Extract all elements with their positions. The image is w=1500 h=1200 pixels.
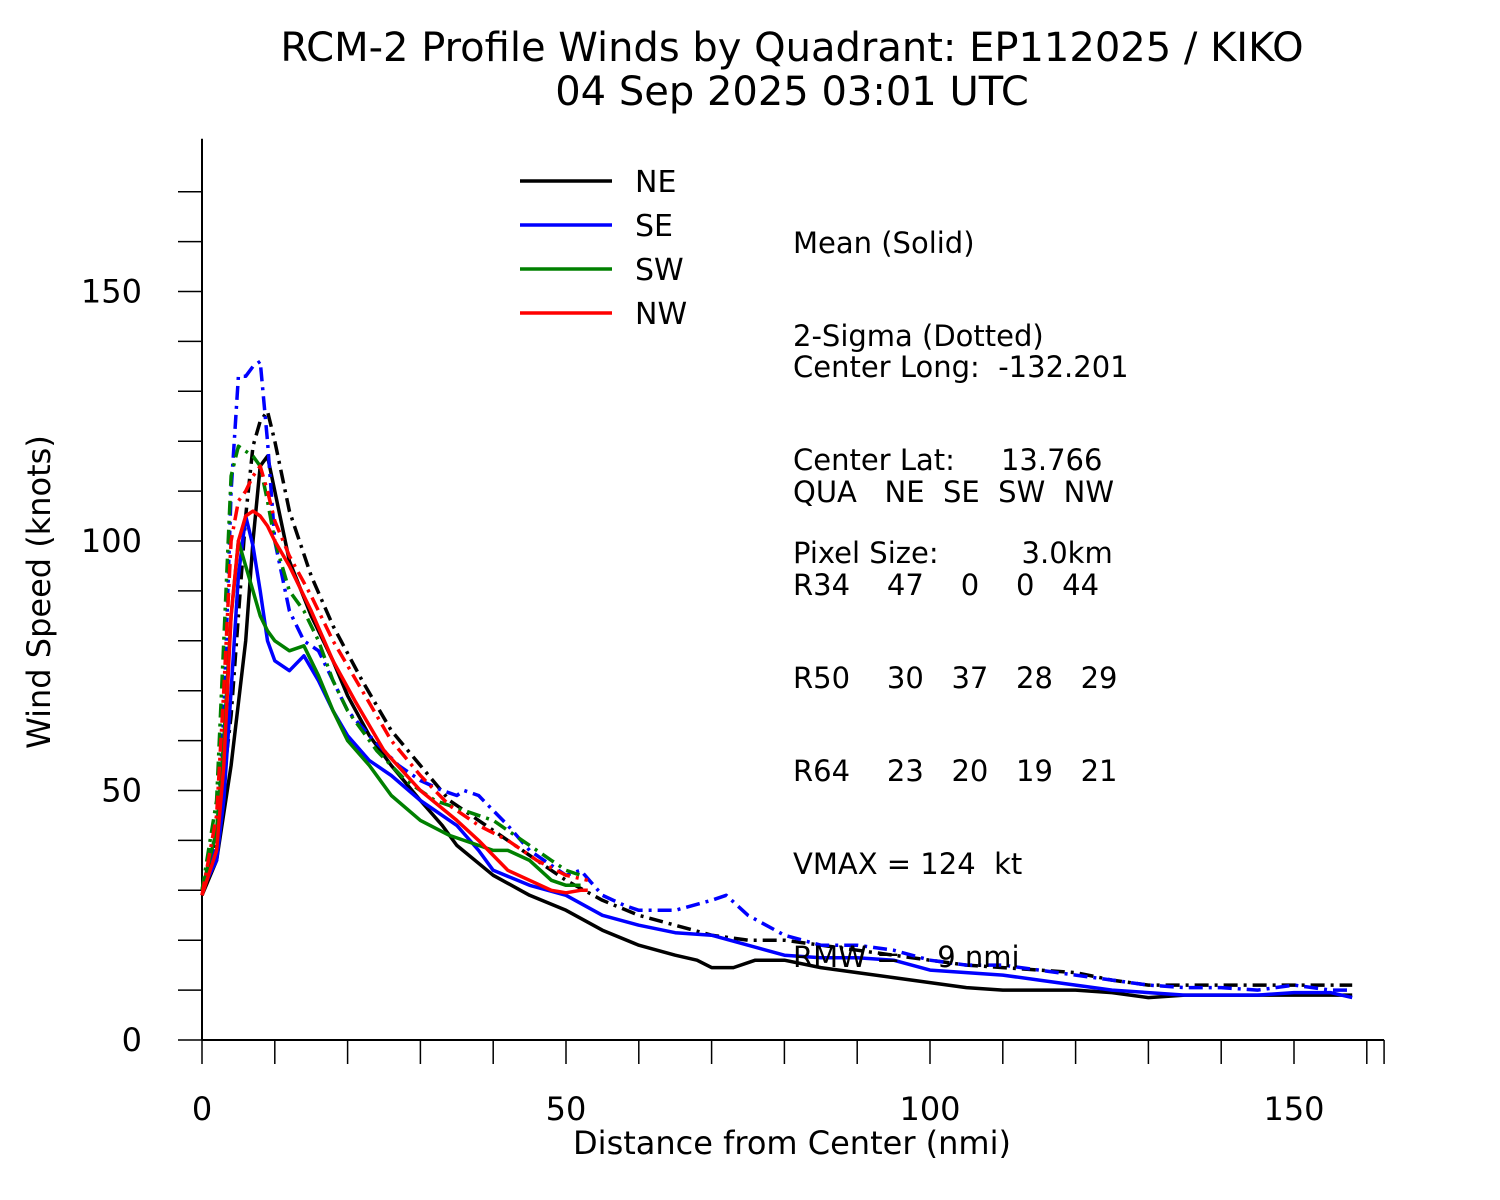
x-tick-label: 150	[1263, 1090, 1324, 1128]
x-axis-label: Distance from Center (nmi)	[573, 1124, 1011, 1162]
legend-label-ne: NE	[635, 165, 676, 200]
center-lat: Center Lat: 13.766	[793, 443, 1103, 477]
radii-r50: R50 30 37 28 29	[793, 661, 1118, 695]
center-long: Center Long: -132.201	[793, 350, 1129, 384]
legend-label-se: SE	[635, 209, 673, 244]
series-se-sigma-line	[200, 359, 1353, 992]
rmw: RMW = 9 nmi	[793, 940, 1020, 974]
radii-r34: R34 47 0 0 44	[793, 568, 1100, 602]
axes: 0 50 100 150 0 50 100 150	[81, 138, 1385, 1128]
chart-subtitle: 04 Sep 2025 03:01 UTC	[555, 69, 1029, 115]
sigma-note: 2-Sigma (Dotted)	[793, 319, 1044, 353]
mean-note: Mean (Solid)	[793, 226, 975, 260]
legend-label-sw: SW	[635, 253, 684, 288]
y-tick-label: 0	[122, 1021, 142, 1059]
series-nw-sigma-line	[200, 464, 589, 896]
series-ne-sigma-line	[200, 409, 1353, 987]
x-tick-label: 50	[546, 1090, 587, 1128]
y-tick-label: 50	[101, 772, 142, 810]
legend: NE SE SW NW	[520, 165, 687, 332]
series-sw-mean-line	[200, 539, 581, 891]
x-tick-label: 0	[192, 1090, 212, 1128]
series-nw-mean-line	[200, 509, 588, 896]
y-tick-label: 150	[81, 273, 142, 311]
radii-header: QUA NE SE SW NW	[793, 475, 1115, 509]
vmax: VMAX = 124 kt	[793, 847, 1023, 881]
center-info: Center Long: -132.201 Center Lat: 13.766…	[793, 290, 1129, 600]
radii-r64: R64 23 20 19 21	[793, 754, 1118, 788]
info-panel: Mean (Solid) 2-Sigma (Dotted)	[793, 166, 1044, 383]
series-sw-sigma-line	[200, 444, 582, 891]
series-lines	[200, 359, 1353, 1000]
y-axis-label: Wind Speed (knots)	[20, 435, 58, 749]
series-ne-mean-line	[200, 454, 1353, 1000]
chart-title: RCM-2 Profile Winds by Quadrant: EP11202…	[280, 25, 1304, 71]
pixel-size: Pixel Size: 3.0km	[793, 536, 1113, 570]
series-se-mean-line	[200, 514, 1353, 1000]
y-tick-label: 100	[81, 522, 142, 560]
legend-label-nw: NW	[635, 297, 687, 332]
x-tick-label: 100	[899, 1090, 960, 1128]
radii-table: QUA NE SE SW NW R34 47 0 0 44 R50 30 37 …	[793, 415, 1118, 1004]
